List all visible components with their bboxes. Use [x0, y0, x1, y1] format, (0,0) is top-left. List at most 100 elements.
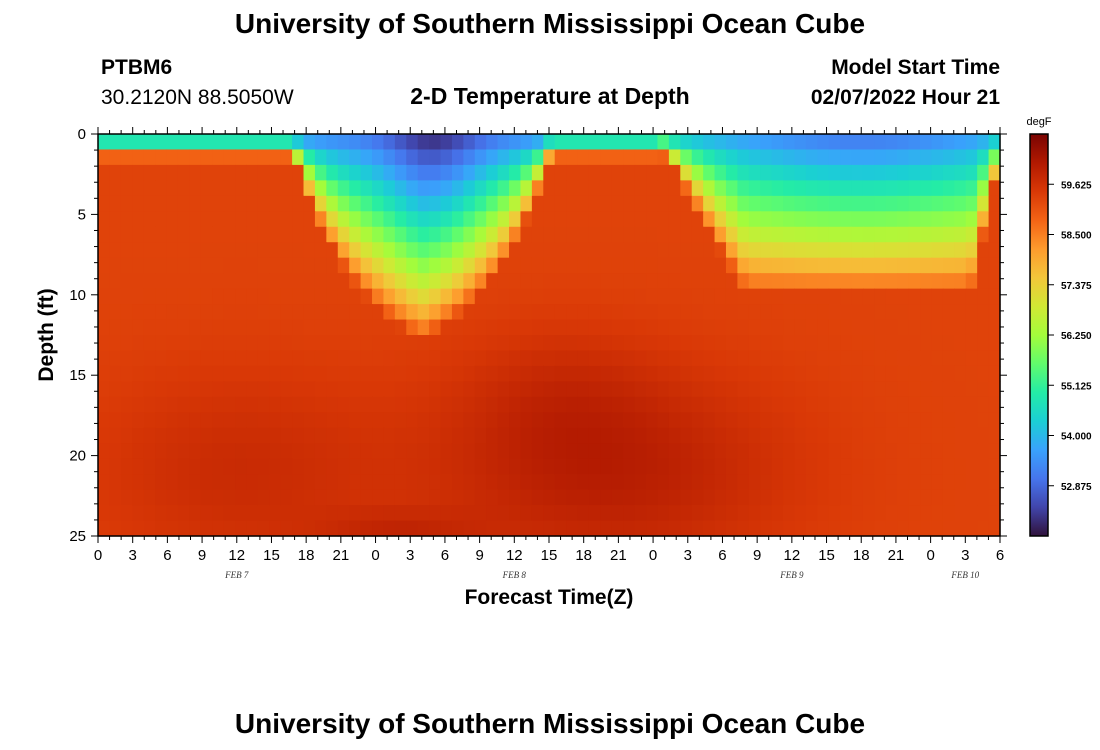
- heatmap-cell: [189, 273, 202, 290]
- heatmap-cell: [828, 412, 841, 429]
- heatmap-cell: [520, 242, 533, 259]
- heatmap-cell: [520, 396, 533, 413]
- heatmap-cell: [120, 149, 133, 166]
- heatmap-cell: [223, 319, 236, 336]
- heatmap-cell: [977, 443, 990, 460]
- heatmap-cell: [200, 180, 213, 197]
- heatmap-cell: [646, 257, 659, 274]
- heatmap-cell: [155, 319, 168, 336]
- heatmap-cell: [954, 412, 967, 429]
- heatmap-cell: [406, 149, 419, 166]
- heatmap-cell: [257, 180, 270, 197]
- heatmap-cell: [783, 505, 796, 522]
- heatmap-cell: [531, 443, 544, 460]
- heatmap-cell: [246, 458, 259, 475]
- x-tick-label: 18: [298, 547, 315, 564]
- heatmap-cell: [143, 427, 156, 444]
- heatmap-cell: [623, 273, 636, 290]
- heatmap-cell: [748, 396, 761, 413]
- heatmap-cell: [646, 149, 659, 166]
- heatmap-cell: [680, 489, 693, 506]
- heatmap-cell: [200, 304, 213, 321]
- heatmap-cell: [908, 195, 921, 212]
- heatmap-cell: [212, 335, 225, 352]
- heatmap-cell: [851, 319, 864, 336]
- heatmap-cell: [120, 427, 133, 444]
- heatmap-cell: [337, 195, 350, 212]
- heatmap-cell: [223, 350, 236, 367]
- heatmap-cell: [805, 489, 818, 506]
- heatmap-cell: [748, 164, 761, 181]
- heatmap-cell: [200, 257, 213, 274]
- x-tick-label: 18: [853, 547, 870, 564]
- heatmap-cell: [269, 458, 282, 475]
- heatmap-cell: [497, 474, 510, 491]
- heatmap-cell: [646, 350, 659, 367]
- heatmap-cell: [257, 242, 270, 259]
- heatmap-cell: [143, 443, 156, 460]
- heatmap-cell: [862, 505, 876, 522]
- heatmap-cell: [577, 350, 590, 367]
- heatmap-cell: [372, 195, 385, 212]
- heatmap-cell: [588, 319, 601, 336]
- heatmap-cell: [783, 226, 796, 243]
- heatmap-cell: [680, 164, 693, 181]
- heatmap-cell: [668, 164, 681, 181]
- heatmap-cell: [486, 443, 499, 460]
- heatmap-cell: [634, 319, 647, 336]
- heatmap-cell: [783, 396, 796, 413]
- heatmap-cell: [177, 335, 190, 352]
- heatmap-cell: [623, 489, 636, 506]
- heatmap-cell: [577, 226, 590, 243]
- heatmap-cell: [577, 180, 590, 197]
- heatmap-cell: [451, 489, 464, 506]
- heatmap-cell: [497, 288, 510, 305]
- heatmap-cell: [326, 149, 339, 166]
- heatmap-cell: [988, 304, 1001, 321]
- heatmap-cell: [166, 365, 179, 382]
- heatmap-cell: [212, 288, 225, 305]
- heatmap-cell: [394, 195, 407, 212]
- heatmap-cell: [874, 381, 887, 398]
- heatmap-cell: [988, 427, 1001, 444]
- heatmap-cell: [851, 335, 864, 352]
- heatmap-cell: [440, 149, 453, 166]
- heatmap-cell: [235, 149, 248, 166]
- heatmap-cell: [908, 520, 921, 537]
- heatmap-cell: [965, 412, 978, 429]
- heatmap-cell: [805, 226, 818, 243]
- heatmap-cell: [314, 288, 327, 305]
- heatmap-cell: [611, 458, 624, 475]
- heatmap-cell: [600, 412, 613, 429]
- heatmap-cell: [520, 273, 533, 290]
- heatmap-cell: [520, 304, 533, 321]
- heatmap-cell: [200, 242, 213, 259]
- heatmap-cell: [155, 365, 168, 382]
- heatmap-cell: [977, 505, 990, 522]
- heatmap-cell: [406, 474, 419, 491]
- heatmap-cell: [954, 164, 967, 181]
- heatmap-cell: [885, 350, 898, 367]
- heatmap-cell: [509, 427, 522, 444]
- heatmap-cell: [166, 335, 179, 352]
- heatmap-cell: [372, 505, 385, 522]
- heatmap-cell: [486, 180, 499, 197]
- heatmap-cell: [257, 149, 270, 166]
- heatmap-cell: [737, 443, 750, 460]
- heatmap-cell: [954, 134, 967, 151]
- heatmap-cell: [954, 257, 967, 274]
- x-tick-label: 6: [441, 547, 449, 564]
- heatmap-cell: [588, 304, 601, 321]
- heatmap-cell: [177, 180, 190, 197]
- heatmap-cell: [292, 304, 305, 321]
- heatmap-cell: [314, 164, 327, 181]
- heatmap-cell: [988, 149, 1001, 166]
- heatmap-cell: [155, 427, 168, 444]
- heatmap-cell: [783, 319, 796, 336]
- heatmap-cell: [566, 505, 579, 522]
- heatmap-cell: [269, 134, 282, 151]
- heatmap-cell: [668, 134, 681, 151]
- heatmap-cell: [874, 211, 887, 228]
- heatmap-cell: [840, 257, 853, 274]
- heatmap-cell: [691, 365, 704, 382]
